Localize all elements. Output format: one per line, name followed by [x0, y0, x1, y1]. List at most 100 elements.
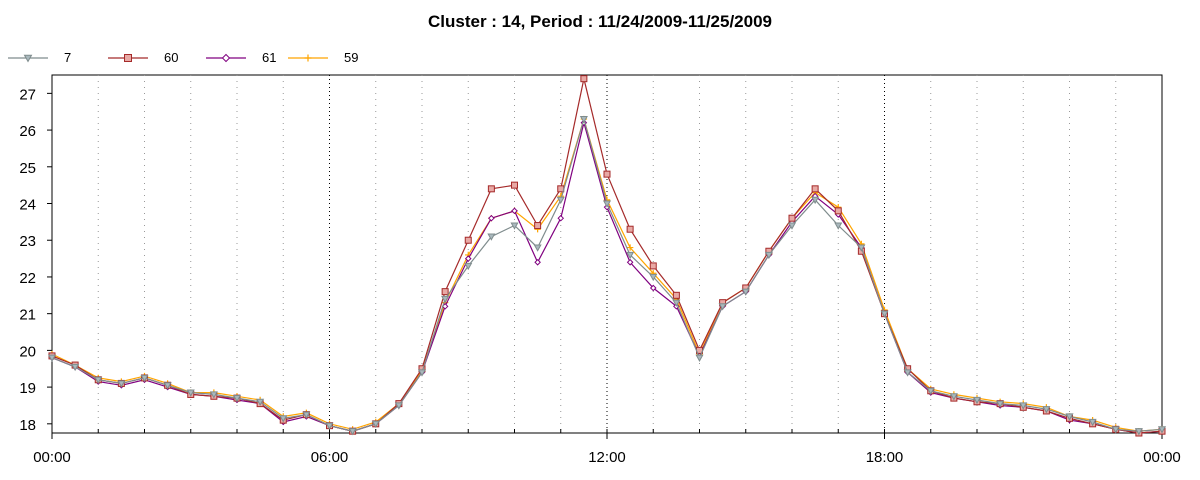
series-layer	[47, 75, 1167, 437]
data-point-7	[764, 251, 773, 260]
x-tick-label: 00:00	[33, 449, 71, 466]
data-point-7	[1111, 426, 1120, 434]
data-point-60	[580, 75, 588, 83]
data-point-7	[903, 369, 912, 377]
data-point-7	[279, 415, 288, 423]
data-point-7	[695, 354, 704, 362]
legend-label: 59	[344, 50, 359, 65]
data-point-61	[626, 258, 634, 266]
legend-marker	[23, 54, 33, 63]
legend-label: 61	[262, 50, 277, 65]
y-tick-label: 19	[19, 380, 36, 397]
data-point-7	[302, 411, 311, 419]
data-point-7	[1088, 418, 1097, 427]
y-tick-label: 23	[19, 233, 36, 250]
data-point-7	[417, 369, 427, 377]
data-point-7	[209, 391, 218, 399]
data-point-7	[1065, 413, 1074, 421]
data-point-60	[672, 291, 680, 299]
legend-swatch-59	[288, 54, 328, 62]
legend-marker	[304, 54, 312, 62]
data-point-60	[649, 262, 657, 270]
data-point-7	[649, 273, 658, 282]
legend-label: 60	[164, 50, 179, 65]
y-tick-label: 18	[19, 417, 36, 434]
y-tick-label: 27	[19, 86, 36, 103]
data-point-60	[534, 222, 542, 230]
data-point-7	[71, 363, 80, 372]
data-point-7	[787, 222, 797, 230]
y-tick-label: 25	[19, 160, 36, 177]
y-tick-label: 26	[19, 123, 36, 140]
data-point-7	[949, 393, 958, 401]
data-point-60	[811, 185, 819, 193]
x-tick-label: 06:00	[311, 449, 349, 466]
data-point-7	[348, 428, 357, 436]
data-point-60	[626, 225, 634, 233]
legend-swatch-60	[108, 54, 148, 62]
data-point-7	[371, 420, 380, 429]
legend-marker	[124, 54, 132, 62]
data-point-60	[788, 214, 796, 222]
data-point-7	[533, 244, 542, 252]
data-point-7	[1019, 402, 1028, 410]
data-point-7	[626, 251, 635, 260]
data-point-7	[117, 380, 126, 388]
data-point-7	[857, 244, 866, 252]
x-tick-label: 12:00	[588, 449, 626, 466]
data-point-7	[1134, 428, 1143, 436]
data-point-7	[602, 200, 612, 208]
data-point-7	[232, 395, 242, 403]
legend-swatch-61	[206, 53, 246, 63]
data-point-7	[834, 222, 843, 230]
data-point-60	[487, 185, 495, 193]
y-tick-label: 22	[19, 270, 36, 287]
data-point-7	[972, 396, 982, 405]
data-point-7	[579, 116, 588, 124]
data-point-7	[556, 196, 565, 205]
data-point-7	[394, 402, 403, 410]
data-point-7	[741, 288, 750, 296]
x-tick-label: 18:00	[866, 449, 904, 466]
data-point-7	[996, 400, 1005, 408]
data-point-7	[256, 398, 265, 407]
data-point-7	[325, 422, 334, 430]
data-point-7	[441, 295, 450, 304]
data-point-60	[603, 170, 611, 178]
data-point-7	[926, 387, 935, 396]
data-point-7	[1042, 406, 1051, 414]
data-point-59	[626, 244, 634, 251]
data-point-60	[441, 288, 449, 296]
legend-label: 7	[64, 50, 72, 65]
y-tick-label: 20	[19, 343, 36, 360]
data-point-61	[557, 214, 565, 222]
data-point-61	[649, 284, 657, 292]
y-tick-label: 21	[19, 307, 36, 324]
data-point-60	[464, 236, 472, 244]
data-point-7	[140, 374, 149, 383]
data-point-7	[718, 303, 727, 311]
series-line-61	[51, 122, 1163, 434]
data-point-61	[511, 207, 518, 215]
data-point-7	[186, 389, 195, 397]
data-point-7	[811, 196, 820, 205]
x-tick-label: 00:00	[1143, 449, 1181, 466]
data-point-7	[94, 376, 103, 384]
legend-swatch-7	[8, 54, 48, 63]
data-point-61	[464, 255, 472, 262]
y-tick-label: 24	[19, 197, 36, 214]
data-point-61	[534, 258, 541, 266]
data-point-7	[487, 233, 496, 241]
data-point-7	[1157, 426, 1167, 434]
data-point-7	[47, 354, 57, 362]
data-point-7	[510, 222, 519, 230]
data-point-7	[672, 299, 681, 307]
data-point-7	[880, 310, 889, 318]
data-point-7	[464, 262, 473, 271]
data-point-60	[511, 181, 518, 189]
data-point-60	[834, 207, 842, 215]
data-point-7	[163, 382, 172, 390]
chart-title: Cluster : 14, Period : 11/24/2009-11/25/…	[428, 12, 772, 31]
legend-marker	[221, 53, 231, 63]
